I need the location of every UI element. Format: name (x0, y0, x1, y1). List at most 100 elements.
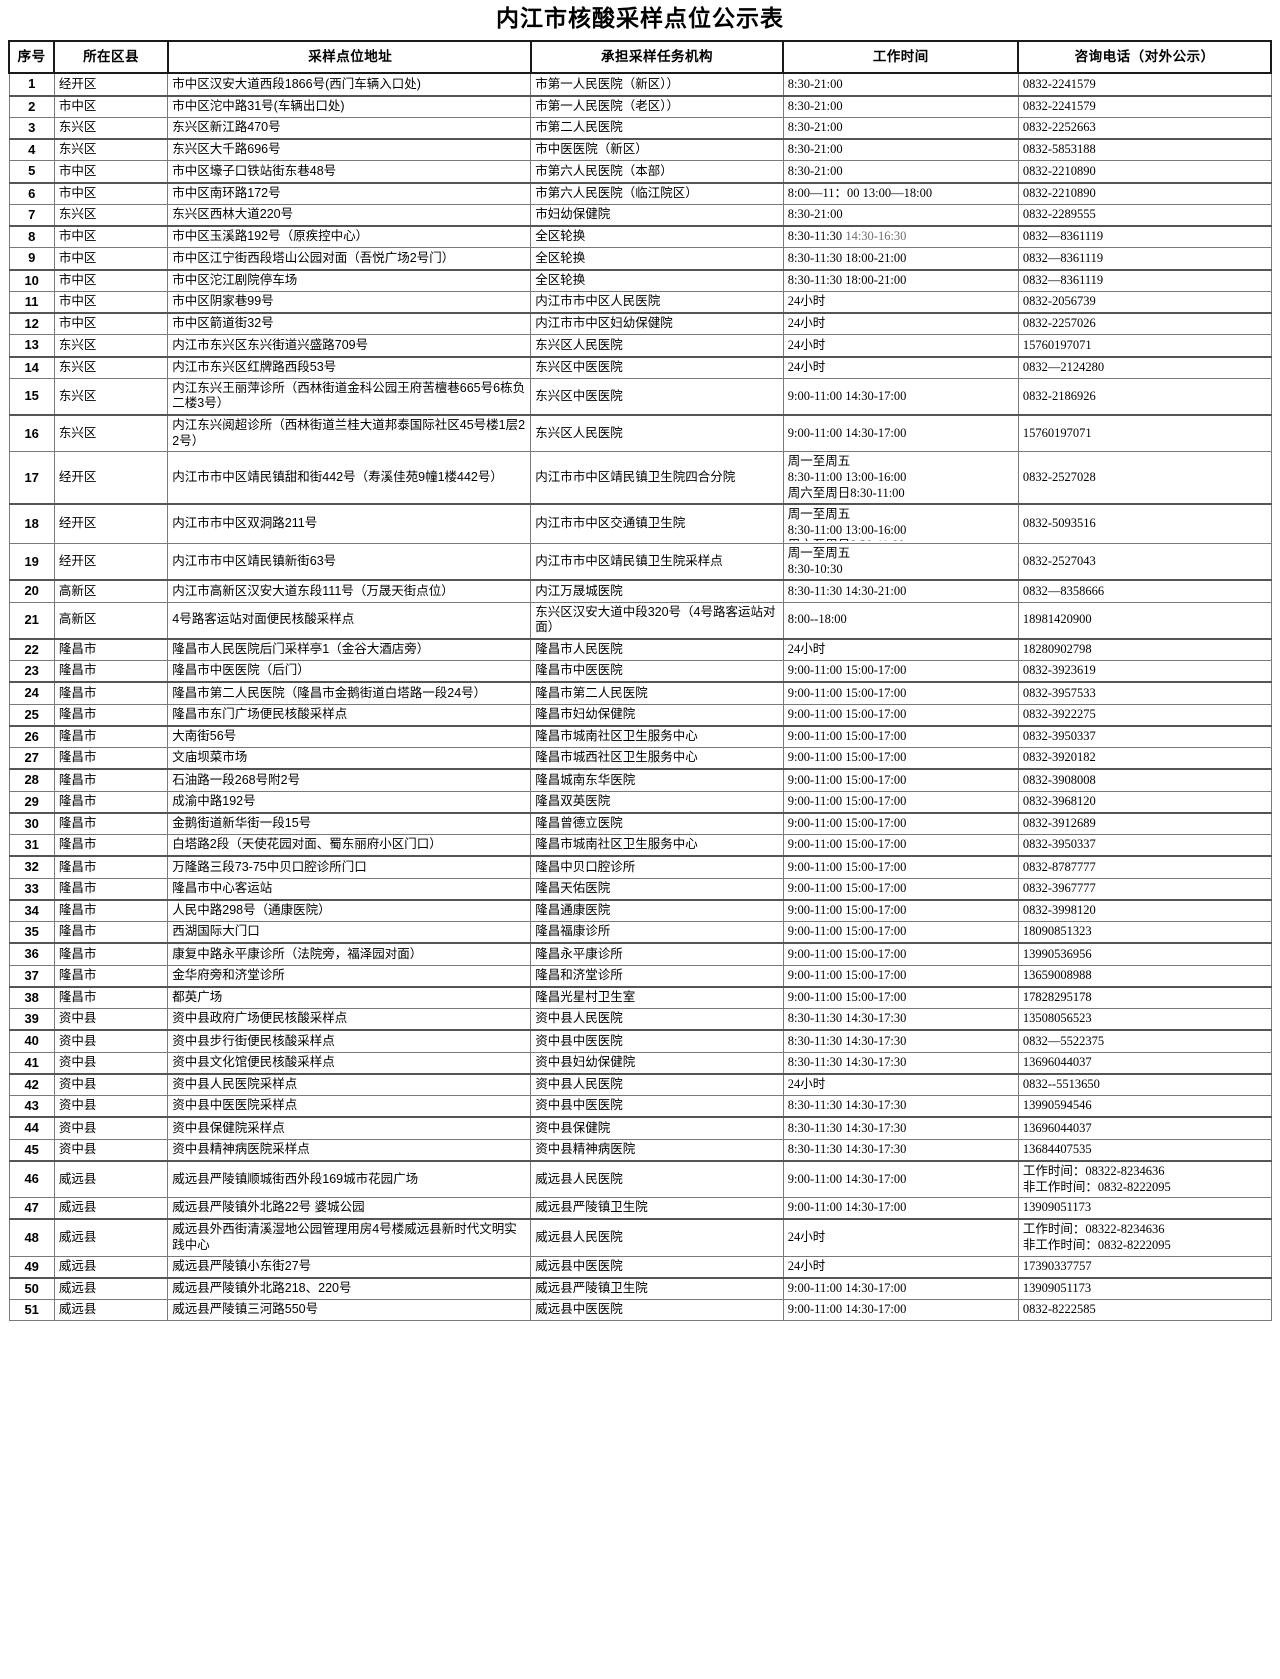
cell-index: 40 (8, 1029, 55, 1053)
cell-organization: 资中县人民医院 (530, 1008, 784, 1031)
cell-district: 隆昌市 (53, 898, 169, 923)
cell-work-time: 8:30-11:30 14:30-21:00 (782, 579, 1019, 603)
cell-organization: 隆昌市中医医院 (530, 660, 784, 683)
cell-organization: 威远县人民医院 (530, 1218, 784, 1257)
cell-index: 37 (8, 964, 55, 988)
cell-district: 经开区 (53, 451, 169, 505)
table-row: 24 隆昌市 隆昌市第二人民医院（隆昌市金鹅街道白塔路一段24号） 隆昌市第二人民医院… (8, 681, 1272, 705)
cell-district: 资中县 (53, 1072, 169, 1097)
cell-organization: 内江市市中区交通镇卫生院 (530, 503, 784, 545)
cell-organization: 隆昌城南东华医院 (530, 768, 784, 792)
cell-phone: 0832-3920182 (1017, 747, 1272, 770)
table-row: 29 隆昌市 成渝中路192号 隆昌双英医院 9:00-11:00 15:00-17:0… (8, 790, 1272, 814)
cell-index: 8 (8, 225, 55, 249)
cell-district: 市中区 (53, 225, 169, 249)
table-row: 47 威远县 威远县严陵镇外北路22号 婆城公园 威远县严陵镇卫生院 9:00-11:0… (8, 1197, 1272, 1220)
table-row: 6 市中区 市中区南环路172号 市第六人民医院（临江院区） 8:00—11：00 13… (8, 181, 1272, 205)
table-row: 17 经开区 内江市市中区靖民镇甜和街442号（寿溪佳苑9幢1楼442号） 内江市市中… (8, 451, 1272, 505)
cell-organization: 隆昌通康医院 (530, 898, 784, 923)
cell-index: 27 (8, 747, 55, 770)
cell-organization: 市第一人民医院（新区）） (530, 72, 784, 97)
cell-index: 43 (8, 1095, 55, 1118)
table-row: 45 资中县 资中县精神病医院采样点 资中县精神病医院 8:30-11:30 14:30… (8, 1138, 1272, 1162)
table-row: 9 市中区 市中区江宁街西段塔山公园对面（吾悦广场2号门） 全区轮换 8:30-11:3… (8, 247, 1272, 271)
cell-work-time: 8:30-11:30 14:30-17:30 (782, 1116, 1019, 1140)
cell-phone: 0832-3908008 (1017, 768, 1272, 792)
cell-phone: 13508056523 (1017, 1008, 1272, 1031)
cell-address: 万隆路三段73-75中贝口腔诊所门口 (167, 855, 532, 879)
cell-work-time: 24小时 (782, 334, 1019, 358)
cell-address: 隆昌市第二人民医院（隆昌市金鹅街道白塔路一段24号） (167, 681, 532, 705)
table-row: 30 隆昌市 金鹅街道新华街一段15号 隆昌曾德立医院 9:00-11:00 15:00… (8, 811, 1272, 836)
cell-address: 隆昌市东门广场便民核酸采样点 (167, 703, 532, 727)
cell-phone: 0832-8787777 (1017, 855, 1272, 879)
cell-address: 成渝中路192号 (167, 790, 532, 814)
cell-district: 隆昌市 (53, 834, 169, 857)
cell-phone: 0832-2527043 (1017, 543, 1272, 581)
work-time-secondary: 14:30-16:30 (845, 229, 907, 244)
cell-district: 市中区 (53, 181, 169, 205)
cell-work-time: 24小时 (782, 1072, 1019, 1097)
cell-phone: 13696044037 (1017, 1051, 1272, 1075)
cell-phone: 0832—8361119 (1017, 225, 1272, 249)
cell-address: 资中县中医医院采样点 (167, 1095, 532, 1118)
column-header-index: 序号 (7, 40, 56, 75)
cell-index: 16 (8, 414, 55, 453)
cell-organization: 隆昌福康诊所 (530, 921, 784, 944)
cell-work-time: 8:30-21:00 (782, 203, 1019, 227)
cell-index: 14 (8, 355, 55, 379)
table-row: 43 资中县 资中县中医医院采样点 资中县中医医院 8:30-11:30 14:30-1… (8, 1095, 1272, 1118)
table-row: 51 威远县 威远县严陵镇三河路550号 威远县中医医院 9:00-11:00 14:3… (8, 1299, 1272, 1322)
cell-phone: 13990594546 (1017, 1095, 1272, 1118)
cell-index: 30 (8, 811, 55, 836)
cell-address: 资中县政府广场便民核酸采样点 (167, 1008, 532, 1031)
cell-organization: 资中县妇幼保健院 (530, 1051, 784, 1075)
cell-organization: 东兴区汉安大道中段320号（4号路客运站对面） (530, 601, 784, 640)
cell-work-time: 8:30-11:30 14:30-17:30 (782, 1008, 1019, 1031)
work-time-clipped: 周一至周五 8:30-11:00 13:00-16:00 周六至周日8:30-1… (787, 507, 907, 541)
cell-district: 威远县 (53, 1299, 169, 1322)
cell-index: 19 (8, 543, 55, 581)
cell-index: 44 (8, 1116, 55, 1140)
table-row: 41 资中县 资中县文化馆便民核酸采样点 资中县妇幼保健院 8:30-11:30 14:… (8, 1051, 1272, 1075)
cell-phone: 0832-5853188 (1017, 138, 1272, 162)
table-row: 21 高新区 4号路客运站对面便民核酸采样点 东兴区汉安大道中段320号（4号路客运站… (8, 601, 1272, 640)
cell-index: 32 (8, 855, 55, 879)
cell-work-time: 9:00-11:00 14:30-17:00 (782, 414, 1019, 453)
column-header-org: 承担采样任务机构 (529, 40, 785, 75)
table-row: 4 东兴区 东兴区大千路696号 市中医医院（新区） 8:30-21:00 0832-58… (8, 138, 1272, 162)
cell-work-time: 9:00-11:00 15:00-17:00 (782, 921, 1019, 944)
cell-organization: 隆昌市妇幼保健院 (530, 703, 784, 727)
cell-district: 威远县 (53, 1276, 169, 1301)
cell-work-time: 8:00--18:00 (782, 601, 1019, 640)
cell-address: 东兴区西林大道220号 (167, 203, 532, 227)
table-row: 40 资中县 资中县步行街便民核酸采样点 资中县中医医院 8:30-11:30 14:3… (8, 1029, 1272, 1053)
table-row: 49 威远县 威远县严陵镇小东街27号 威远县中医医院 24小时 17390337757 (8, 1255, 1272, 1279)
cell-index: 12 (8, 312, 55, 336)
cell-phone: 0832-2056739 (1017, 290, 1272, 314)
cell-phone: 0832—5522375 (1017, 1029, 1272, 1053)
cell-address: 4号路客运站对面便民核酸采样点 (167, 601, 532, 640)
cell-index: 22 (8, 637, 55, 662)
cell-organization: 隆昌市城南社区卫生服务中心 (530, 834, 784, 857)
cell-work-time: 9:00-11:00 15:00-17:00 (782, 942, 1019, 966)
table-row: 48 威远县 威远县外西街清溪湿地公园管理用房4号楼威远县新时代文明实践中心 威远县人… (8, 1218, 1272, 1257)
cell-phone: 0832-2527028 (1017, 451, 1272, 505)
cell-index: 5 (8, 160, 55, 184)
table-row: 5 市中区 市中区壕子口铁站街东巷48号 市第六人民医院（本部） 8:30-21:00 0… (8, 160, 1272, 184)
cell-organization: 市第六人民医院（临江院区） (530, 181, 784, 205)
cell-work-time: 9:00-11:00 14:30-17:00 (782, 1197, 1019, 1220)
table-row: 16 东兴区 内江东兴阅超诊所（西林街道兰桂大道邦泰国际社区45号楼1层22号） 东兴… (8, 414, 1272, 453)
cell-address: 资中县人民医院采样点 (167, 1072, 532, 1097)
cell-phone: 工作时间：08322-8234636 非工作时间：0832-8222095 (1017, 1159, 1272, 1199)
cell-phone: 13990536956 (1017, 942, 1272, 966)
table-row: 39 资中县 资中县政府广场便民核酸采样点 资中县人民医院 8:30-11:30 14:… (8, 1008, 1272, 1031)
cell-work-time: 9:00-11:00 14:30-17:00 (782, 1299, 1019, 1322)
cell-index: 17 (8, 451, 55, 505)
cell-district: 市中区 (53, 268, 169, 292)
cell-district: 资中县 (53, 1116, 169, 1140)
cell-organization: 市第一人民医院（老区）） (530, 94, 784, 118)
cell-address: 市中区箭道街32号 (167, 312, 532, 336)
cell-organization: 全区轮换 (530, 268, 784, 292)
cell-phone: 13684407535 (1017, 1138, 1272, 1162)
